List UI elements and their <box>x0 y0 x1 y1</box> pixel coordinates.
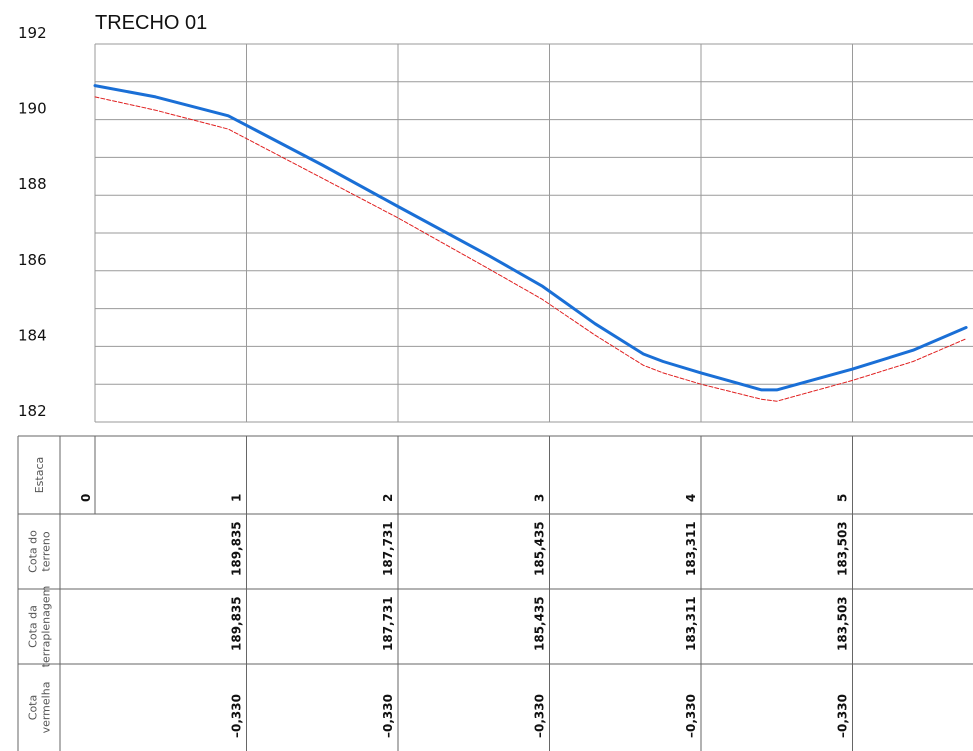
station-label: 4 <box>684 494 698 502</box>
y-axis-ticks: 192 190 188 186 184 182 <box>18 24 47 420</box>
cell-cota-terraplenagem: 183,503 <box>836 596 850 651</box>
cell-cota-vermelha: –0,330 <box>836 694 850 738</box>
cell-cota-terraplenagem: 183,311 <box>684 596 698 651</box>
cell-cota-terraplenagem: 187,731 <box>381 596 395 651</box>
cell-cota-vermelha: –0,330 <box>684 694 698 738</box>
y-tick-label: 184 <box>18 326 47 344</box>
y-tick-label: 188 <box>18 175 47 193</box>
y-tick-label: 192 <box>18 24 47 42</box>
cell-cota-terreno: 185,435 <box>533 521 547 576</box>
station-label: 5 <box>836 494 850 502</box>
cell-cota-vermelha: –0,330 <box>533 694 547 738</box>
cell-cota-terreno: 187,731 <box>381 521 395 576</box>
y-tick-label: 190 <box>18 100 47 118</box>
table-row-header: Cota doterreno <box>27 530 53 573</box>
table-row-header: Estaca <box>33 457 46 494</box>
cell-cota-vermelha: –0,330 <box>381 694 395 738</box>
cell-cota-terreno: 183,311 <box>684 521 698 576</box>
cell-cota-terreno: 183,503 <box>836 521 850 576</box>
cell-cota-terreno: 189,835 <box>230 521 244 576</box>
station-label: 1 <box>230 494 244 502</box>
cell-cota-terraplenagem: 185,435 <box>533 596 547 651</box>
cell-cota-vermelha: –0,330 <box>230 694 244 738</box>
grading-line <box>94 96 967 402</box>
station-label: 0 <box>79 494 93 502</box>
cell-cota-terraplenagem: 189,835 <box>230 596 244 651</box>
y-tick-label: 186 <box>18 251 47 269</box>
table-row-header: Cotavermelha <box>27 682 53 734</box>
station-label: 3 <box>533 494 547 502</box>
terrain-line <box>93 84 968 392</box>
data-table: Estaca Cota doterreno Cota daterraplenagem… <box>17 435 973 751</box>
station-label: 2 <box>381 494 395 502</box>
chart-title: TRECHO 01 <box>95 12 207 34</box>
chart-grid <box>94 43 973 423</box>
series-group <box>93 84 968 402</box>
y-tick-label: 182 <box>18 402 47 420</box>
table-row-header: Cota daterraplenagem <box>27 586 53 668</box>
